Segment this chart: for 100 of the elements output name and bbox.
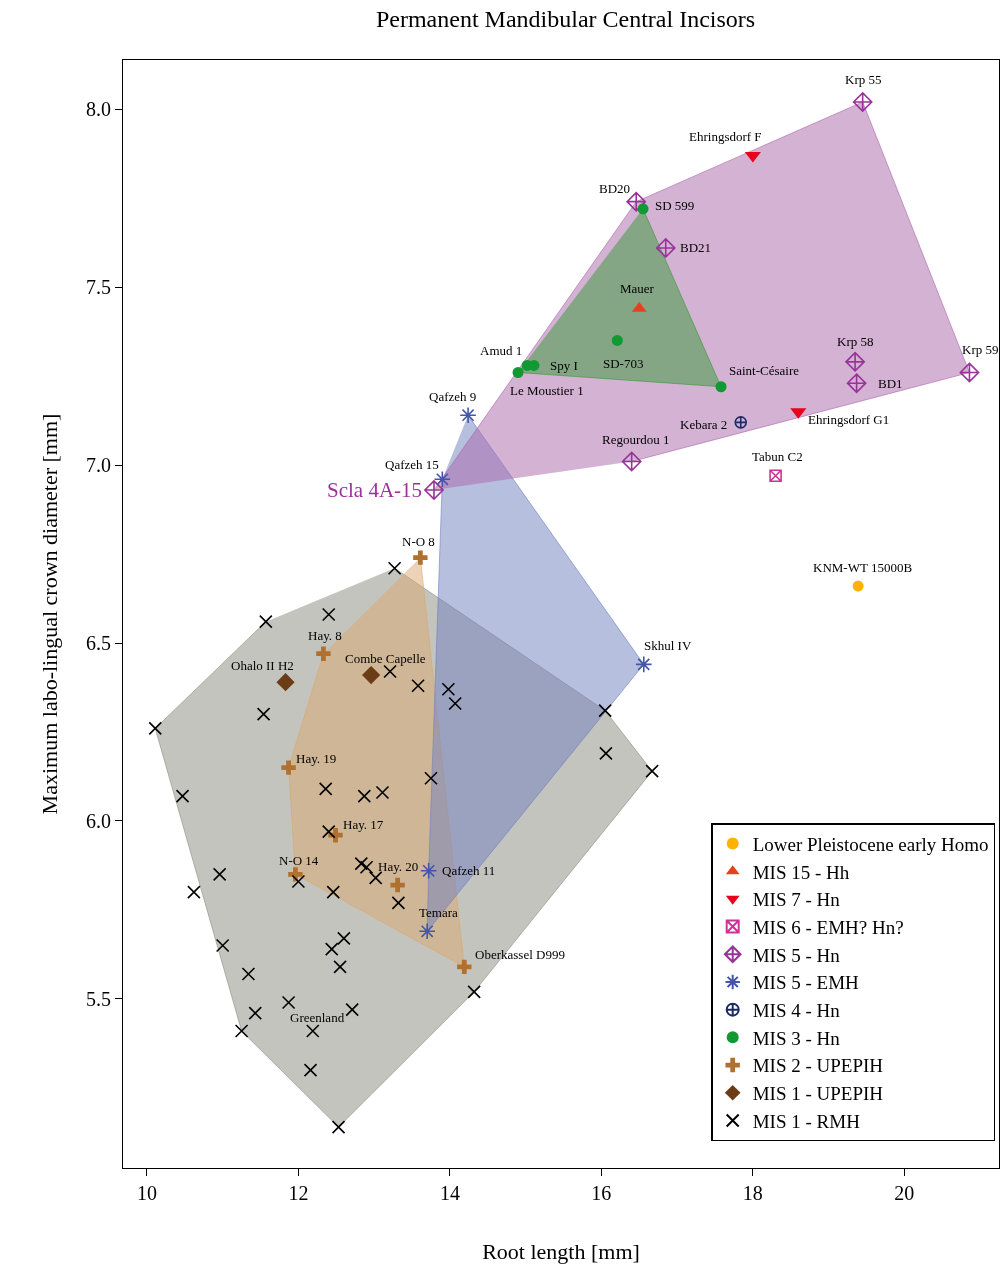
annotation: Tabun C2	[752, 449, 803, 464]
annotation: Oberkassel D999	[475, 947, 565, 962]
annotation: Krp 55	[845, 72, 882, 87]
point	[626, 191, 647, 212]
legend-label: MIS 4 - Hn	[752, 1000, 841, 1022]
legend-label: MIS 2 - UPEPIH	[752, 1055, 884, 1077]
point	[359, 860, 374, 875]
point	[259, 614, 273, 629]
point	[187, 885, 201, 899]
point	[852, 580, 864, 592]
point	[387, 561, 402, 576]
point	[635, 655, 653, 673]
legend-label: MIS 1 - UPEPIH	[752, 1083, 884, 1105]
annotation: Hay. 20	[378, 859, 419, 874]
point	[276, 673, 295, 692]
point	[959, 362, 980, 383]
point	[424, 771, 438, 786]
point	[744, 151, 761, 163]
x-axis-title: Root length [mm]	[482, 1239, 640, 1264]
legend-label: MIS 7 - Hn	[752, 889, 841, 911]
y-tick-label: 6.5	[85, 632, 111, 655]
x-tick-label: 14	[439, 1182, 460, 1205]
point	[175, 789, 190, 803]
annotation: Ehringsdorf F	[689, 129, 762, 144]
annotation: Greenland	[290, 1010, 345, 1025]
annotation: Ohalo II H2	[231, 658, 294, 673]
point	[441, 682, 456, 697]
annotation: SD 599	[655, 198, 695, 213]
annotation: Qafzeh 15	[385, 457, 439, 472]
point	[512, 367, 524, 378]
point	[362, 665, 381, 685]
point	[375, 785, 390, 800]
annotation: Scla 4A-15	[327, 478, 423, 502]
point	[390, 877, 405, 893]
x-tick-label: 16	[591, 1182, 612, 1205]
point	[303, 1063, 318, 1077]
annotation: BD20	[599, 181, 631, 196]
annotation: Temara	[419, 905, 459, 920]
point	[411, 678, 425, 693]
legend-label: MIS 5 - EMH	[752, 972, 860, 994]
annotation: Regourdou 1	[602, 432, 670, 447]
point	[655, 238, 676, 258]
annotation: SD-703	[603, 356, 644, 371]
legend-label: MIS 6 - EMH? Hn?	[752, 916, 904, 938]
legend-label: MIS 5 - Hn	[752, 944, 841, 966]
annotation: Spy I	[550, 358, 578, 373]
annotation: BD1	[878, 376, 903, 391]
point	[306, 1024, 320, 1038]
point	[321, 607, 336, 622]
point	[148, 721, 163, 736]
point	[420, 862, 438, 880]
annotation: Combe Capelle	[345, 651, 426, 666]
point	[212, 867, 227, 882]
x-tick-label: 18	[742, 1182, 763, 1205]
point	[321, 824, 336, 839]
point	[354, 856, 369, 871]
point	[413, 550, 428, 565]
y-tick-label: 7.5	[85, 276, 111, 299]
x-tick-label: 12	[288, 1182, 309, 1205]
point	[337, 931, 351, 946]
point	[256, 707, 271, 721]
legend-label: Lower Pleistocene early Homo	[752, 833, 989, 855]
point	[248, 1006, 263, 1020]
point	[324, 942, 339, 956]
point	[318, 782, 333, 796]
annotation: Hay. 8	[308, 628, 342, 643]
annotation: Hay. 19	[296, 751, 337, 766]
point	[459, 406, 477, 424]
annotation: KNM-WT 15000B	[813, 560, 913, 575]
point	[331, 1120, 346, 1134]
annotation: Mauer	[620, 281, 655, 296]
point	[241, 967, 256, 981]
annotation: N-O 14	[279, 853, 319, 868]
y-axis-title: Maximum labo-lingual crown diameter [mm]	[36, 413, 62, 815]
point	[333, 960, 347, 974]
point	[645, 764, 659, 778]
point	[621, 451, 642, 472]
point	[846, 373, 867, 394]
annotation: Qafzeh 11	[442, 863, 496, 878]
point	[215, 938, 230, 953]
point	[424, 480, 444, 500]
annotation: Qafzeh 9	[429, 389, 477, 404]
point	[467, 985, 481, 999]
point	[234, 1024, 249, 1038]
annotation: Krp 58	[837, 334, 874, 349]
chart-title: Permanent Mandibular Central Incisors	[375, 6, 756, 33]
point	[457, 959, 472, 975]
annotation: Saint-Césaire	[729, 363, 800, 378]
x-tick-label: 20	[894, 1182, 915, 1205]
point	[345, 1002, 359, 1017]
annotation: Le Moustier 1	[510, 383, 584, 398]
point	[357, 789, 372, 803]
point	[611, 334, 623, 346]
legend-label: MIS 1 - RMH	[752, 1110, 861, 1132]
point	[448, 696, 462, 711]
point	[852, 92, 873, 112]
point	[598, 703, 612, 718]
point	[281, 995, 296, 1010]
point	[433, 470, 451, 488]
point	[637, 203, 649, 215]
